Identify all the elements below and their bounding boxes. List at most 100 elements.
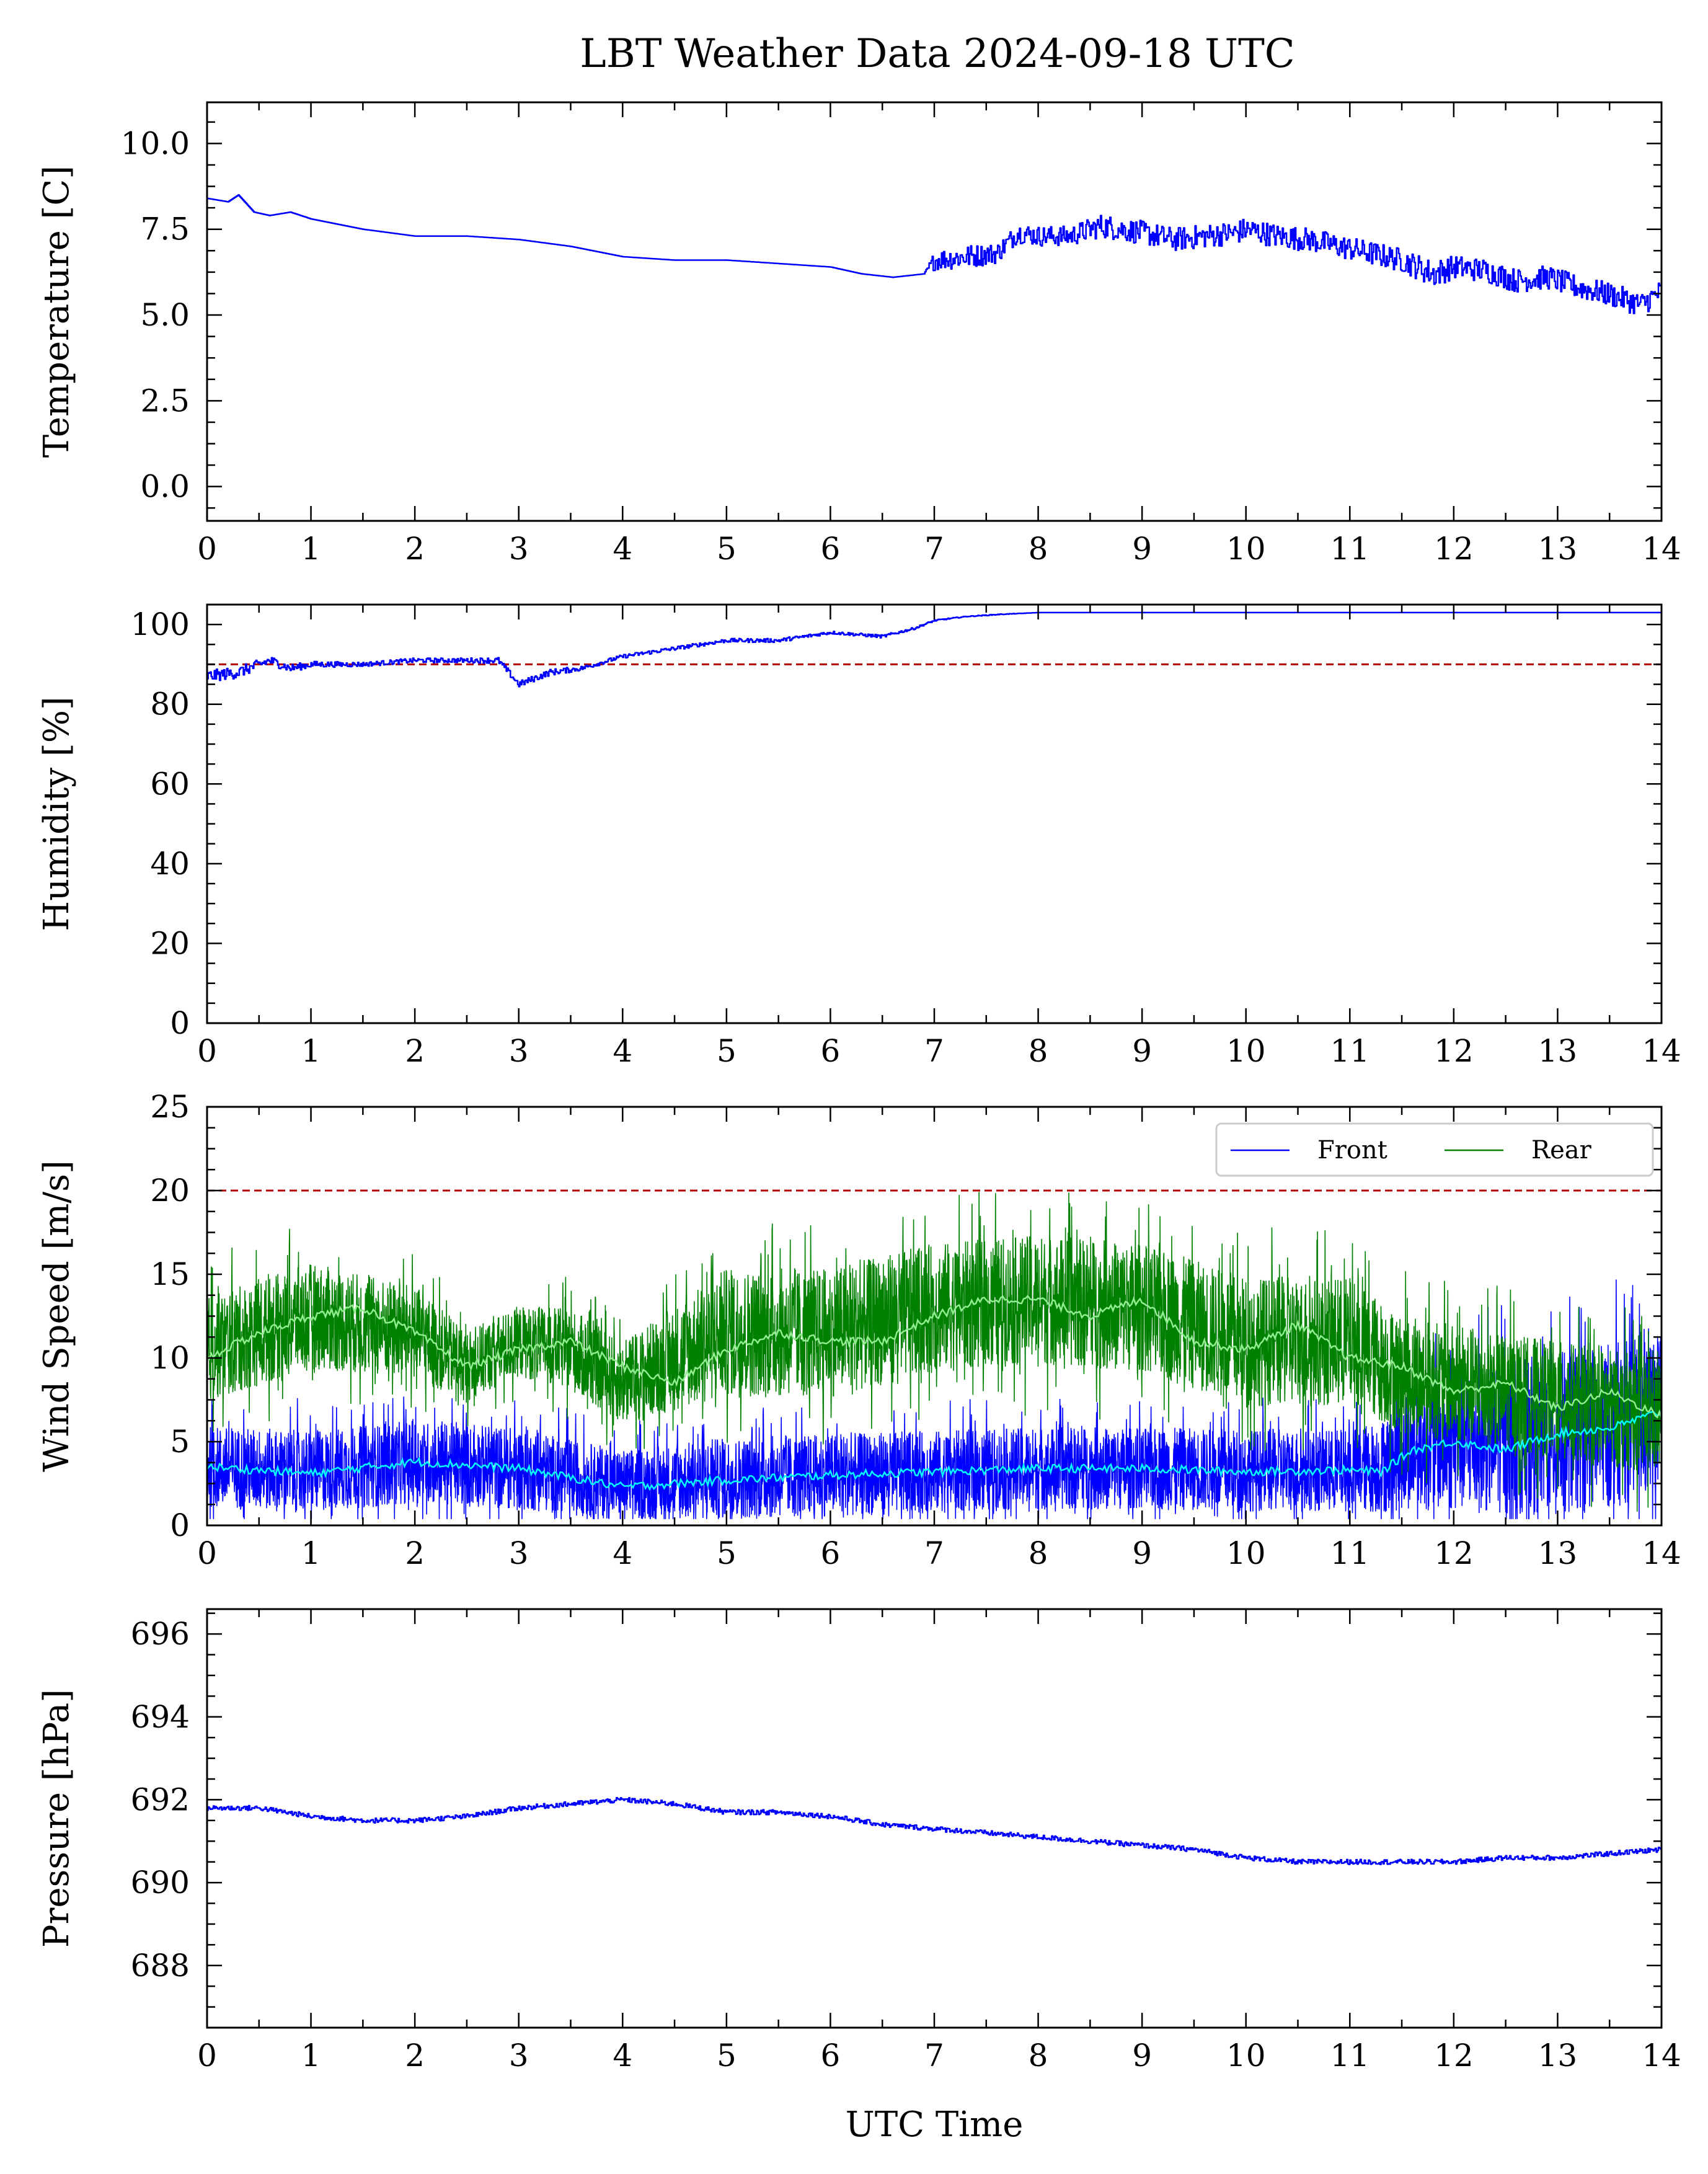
plot-area (207, 1796, 1662, 1865)
x-tick-label: 12 (1434, 1033, 1474, 1069)
series-line (207, 194, 1662, 314)
x-tick-label: 8 (1029, 1033, 1048, 1069)
panel-2: 0 1 2 3 4 5 6 7 8 9 10 11 12 13 14020406080100Humidity… (37, 603, 1681, 1069)
y-tick-label: 10.0 (121, 125, 190, 161)
x-tick-label: 9 (1132, 1033, 1152, 1069)
x-tick-label: 6 (821, 531, 841, 567)
legend-box (1215, 1122, 1654, 1177)
x-tick-label: 1 (301, 1033, 321, 1069)
x-tick-label: 11 (1330, 1535, 1369, 1571)
legend-label-front: Front (1317, 1136, 1387, 1165)
x-tick-label: 7 (924, 2038, 944, 2074)
y-tick-label: 694 (131, 1699, 190, 1735)
x-tick-label: 8 (1029, 2038, 1048, 2074)
y-tick-label: 25 (150, 1089, 190, 1125)
x-tick-label: 5 (717, 531, 737, 567)
x-tick-label: 14 (1642, 1535, 1681, 1571)
y-tick-label: 40 (150, 846, 190, 882)
x-tick-label: 0 (197, 1033, 217, 1069)
x-tick-label: 9 (1132, 1535, 1152, 1571)
x-tick-label: 10 (1226, 1033, 1266, 1069)
x-tick-label: 13 (1538, 1535, 1578, 1571)
x-tick-label: 3 (509, 531, 529, 567)
plot-area (207, 611, 1662, 688)
front-mean-line (207, 1410, 1662, 1491)
x-tick-label: 3 (509, 2038, 529, 2074)
x-tick-label: 4 (613, 1535, 632, 1571)
ticks (206, 603, 1663, 1024)
y-tick-label: 5.0 (140, 297, 190, 333)
x-tick-label: 7 (924, 1033, 944, 1069)
y-tick-label: 60 (150, 766, 190, 802)
y-tick-label: 0.0 (140, 469, 190, 505)
x-axis-label: UTC Time (846, 2105, 1024, 2145)
x-tick-label: 3 (509, 1033, 529, 1069)
x-tick-label: 13 (1538, 1033, 1578, 1069)
x-tick-label: 1 (301, 1535, 321, 1571)
x-tick-label: 4 (613, 2038, 632, 2074)
x-tick-label: 2 (405, 1033, 425, 1069)
x-tick-label: 9 (1132, 531, 1152, 567)
y-tick-label: 20 (150, 925, 190, 961)
y-tick-label: 688 (131, 1948, 190, 1984)
x-tick-label: 12 (1434, 1535, 1474, 1571)
x-tick-label: 7 (924, 531, 944, 567)
x-tick-label: 14 (1642, 2038, 1681, 2074)
x-tick-label: 6 (821, 1535, 841, 1571)
series-line (207, 1796, 1662, 1865)
x-tick-label: 5 (717, 1033, 737, 1069)
y-axis-label: Pressure [hPa] (37, 1689, 77, 1948)
panel-1: 0 1 2 3 4 5 6 7 8 9 10 11 12 13 140.02.55.07.510.0Temp… (37, 101, 1681, 567)
x-tick-label: 2 (405, 2038, 425, 2074)
x-tick-label: 11 (1330, 531, 1369, 567)
y-tick-label: 7.5 (140, 211, 190, 247)
plot-frame (206, 603, 1663, 1024)
legend-label-rear: Rear (1531, 1136, 1592, 1165)
y-tick-label: 10 (150, 1340, 190, 1376)
x-tick-label: 11 (1330, 2038, 1369, 2074)
x-tick-label: 0 (197, 531, 217, 567)
rear-mean-line (207, 1294, 1662, 1419)
x-tick-label: 1 (301, 531, 321, 567)
x-tick-label: 13 (1538, 531, 1578, 567)
x-tick-label: 6 (821, 1033, 841, 1069)
series-line (207, 611, 1662, 688)
x-tick-label: 2 (405, 531, 425, 567)
y-axis-label: Temperature [C] (37, 166, 77, 458)
x-tick-label: 0 (197, 1535, 217, 1571)
series-rear (207, 1192, 1662, 1512)
x-tick-label: 12 (1434, 2038, 1474, 2074)
x-tick-label: 10 (1226, 1535, 1266, 1571)
y-tick-label: 692 (131, 1781, 190, 1817)
ticks (206, 1106, 1663, 1527)
x-tick-label: 13 (1538, 2038, 1578, 2074)
x-tick-label: 4 (613, 1033, 632, 1069)
x-tick-label: 9 (1132, 2038, 1152, 2074)
y-axis-label: Wind Speed [m/s] (37, 1160, 77, 1472)
x-tick-label: 11 (1330, 1033, 1369, 1069)
x-tick-label: 7 (924, 1535, 944, 1571)
x-tick-label: 14 (1642, 531, 1681, 567)
y-tick-label: 100 (131, 606, 190, 642)
x-tick-label: 4 (613, 531, 632, 567)
y-tick-label: 15 (150, 1256, 190, 1292)
x-tick-label: 6 (821, 2038, 841, 2074)
figure-title: LBT Weather Data 2024-09-18 UTC (580, 31, 1295, 77)
x-tick-label: 3 (509, 1535, 529, 1571)
legend: Front Rear (1215, 1122, 1654, 1177)
y-tick-label: 2.5 (140, 383, 190, 419)
x-tick-label: 5 (717, 1535, 737, 1571)
plot-area (207, 194, 1662, 314)
chart-panels: 0 1 2 3 4 5 6 7 8 9 10 11 12 13 140.02.55.07.510.0Temp… (37, 101, 1681, 2145)
y-tick-label: 0 (170, 1507, 190, 1543)
ticks (206, 102, 1663, 521)
x-tick-label: 12 (1434, 531, 1474, 567)
y-tick-label: 80 (150, 686, 190, 722)
y-tick-label: 5 (170, 1424, 190, 1460)
x-tick-label: 8 (1029, 1535, 1048, 1571)
y-axis-label: Humidity [%] (37, 696, 77, 931)
y-tick-label: 0 (170, 1005, 190, 1041)
x-tick-label: 14 (1642, 1033, 1681, 1069)
y-tick-label: 20 (150, 1173, 190, 1209)
y-tick-label: 690 (131, 1865, 190, 1901)
